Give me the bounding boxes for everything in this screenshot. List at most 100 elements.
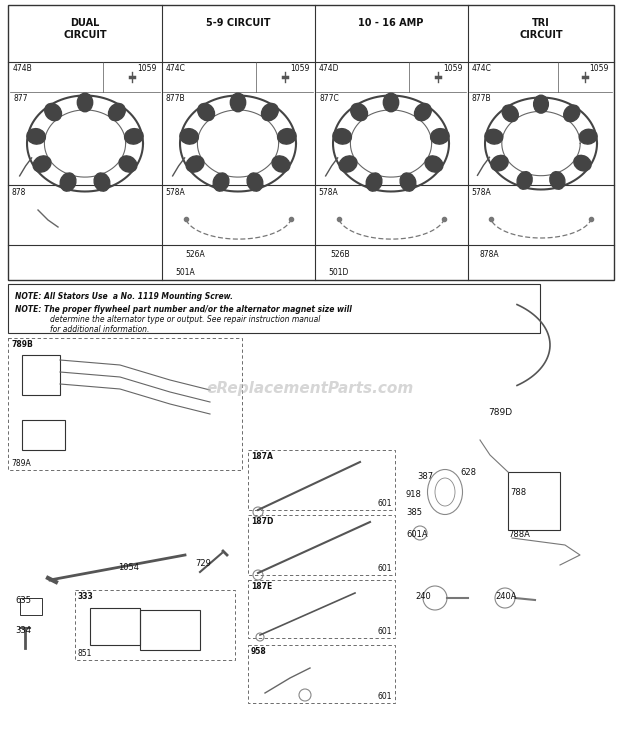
Ellipse shape: [262, 103, 278, 121]
Text: 601: 601: [378, 499, 392, 508]
Text: determine the alternator type or output. See repair instruction manual: determine the alternator type or output.…: [50, 315, 321, 324]
Text: 10 - 16 AMP: 10 - 16 AMP: [358, 18, 423, 28]
Ellipse shape: [119, 156, 137, 172]
Text: 789B: 789B: [11, 340, 33, 349]
Ellipse shape: [517, 172, 532, 189]
Text: 877B: 877B: [166, 94, 185, 103]
Ellipse shape: [351, 103, 368, 121]
Text: TRI
CIRCUIT: TRI CIRCUIT: [519, 18, 563, 39]
Ellipse shape: [272, 156, 290, 172]
Ellipse shape: [574, 155, 591, 171]
Ellipse shape: [180, 129, 198, 144]
Ellipse shape: [198, 103, 215, 121]
Text: 788A: 788A: [508, 530, 530, 539]
Text: 474D: 474D: [319, 64, 340, 73]
Text: 501D: 501D: [328, 268, 348, 277]
Text: NOTE: All Stators Use  a No. 1119 Mounting Screw.: NOTE: All Stators Use a No. 1119 Mountin…: [15, 292, 233, 301]
Ellipse shape: [278, 129, 296, 144]
Ellipse shape: [78, 93, 92, 112]
Text: 187A: 187A: [251, 452, 273, 461]
Ellipse shape: [33, 156, 51, 172]
Text: 578A: 578A: [318, 188, 338, 197]
Text: 788: 788: [510, 488, 526, 497]
Text: 501A: 501A: [175, 268, 195, 277]
Text: 601: 601: [378, 692, 392, 701]
Ellipse shape: [564, 105, 580, 122]
Ellipse shape: [60, 173, 76, 191]
Bar: [248, 450, 395, 510]
Text: 1059: 1059: [444, 64, 463, 73]
Bar: [22, 420, 65, 450]
Text: 5-9 CIRCUIT: 5-9 CIRCUIT: [206, 18, 270, 28]
Ellipse shape: [94, 173, 110, 191]
Text: 877: 877: [13, 94, 27, 103]
Bar: [8, 284, 540, 333]
Ellipse shape: [366, 173, 382, 191]
Bar: [8, 338, 242, 470]
Text: 877C: 877C: [319, 94, 339, 103]
Ellipse shape: [213, 173, 229, 191]
Bar: [8, 5, 614, 280]
Ellipse shape: [400, 173, 416, 191]
Text: 474B: 474B: [13, 64, 33, 73]
Text: 635: 635: [15, 596, 31, 605]
Bar: [248, 580, 395, 638]
Text: 333: 333: [78, 592, 94, 601]
Ellipse shape: [425, 156, 443, 172]
Text: 526A: 526A: [185, 250, 205, 259]
Ellipse shape: [247, 173, 263, 191]
Text: 240: 240: [415, 592, 431, 601]
Text: 578A: 578A: [471, 188, 491, 197]
Ellipse shape: [230, 93, 246, 112]
Ellipse shape: [186, 156, 204, 172]
Text: 601A: 601A: [406, 530, 428, 539]
Ellipse shape: [550, 172, 565, 189]
Text: 851: 851: [78, 649, 92, 658]
Text: 474C: 474C: [472, 64, 492, 73]
Ellipse shape: [45, 103, 61, 121]
Text: 601: 601: [378, 564, 392, 573]
Ellipse shape: [534, 95, 548, 113]
Text: 1059: 1059: [291, 64, 310, 73]
Ellipse shape: [339, 156, 357, 172]
Text: 334: 334: [15, 626, 31, 635]
Text: 918: 918: [406, 490, 422, 499]
Text: 789A: 789A: [11, 459, 31, 468]
Ellipse shape: [579, 129, 597, 144]
Text: 187E: 187E: [251, 582, 272, 591]
Text: 958: 958: [251, 647, 267, 656]
Ellipse shape: [333, 129, 352, 144]
Text: 240A: 240A: [495, 592, 516, 601]
Ellipse shape: [491, 155, 508, 171]
Text: 526B: 526B: [330, 250, 350, 259]
Text: 187D: 187D: [251, 517, 273, 526]
Text: 387: 387: [417, 472, 433, 481]
Ellipse shape: [502, 105, 518, 122]
Text: 578A: 578A: [165, 188, 185, 197]
Text: DUAL
CIRCUIT: DUAL CIRCUIT: [63, 18, 107, 39]
Ellipse shape: [108, 103, 125, 121]
Bar: [75, 590, 235, 660]
Text: 877B: 877B: [472, 94, 492, 103]
Bar: [248, 515, 395, 575]
Text: 1054: 1054: [118, 563, 139, 572]
Text: 385: 385: [406, 508, 422, 517]
Bar: [508, 472, 560, 530]
Ellipse shape: [27, 129, 45, 144]
Bar: [22, 355, 60, 395]
Bar: [140, 610, 200, 650]
Ellipse shape: [415, 103, 432, 121]
Text: 729: 729: [195, 559, 211, 568]
Bar: [90, 608, 140, 645]
Text: 628: 628: [460, 468, 476, 477]
Ellipse shape: [125, 129, 143, 144]
Text: 601: 601: [378, 627, 392, 636]
Text: 789D: 789D: [488, 408, 512, 417]
Text: 878: 878: [11, 188, 25, 197]
Text: NOTE: The proper flywheel part number and/or the alternator magnet size will: NOTE: The proper flywheel part number an…: [15, 305, 352, 314]
Ellipse shape: [485, 129, 503, 144]
Text: 1059: 1059: [590, 64, 609, 73]
Bar: [20, 598, 42, 615]
Text: 1059: 1059: [138, 64, 157, 73]
Text: 878A: 878A: [480, 250, 500, 259]
